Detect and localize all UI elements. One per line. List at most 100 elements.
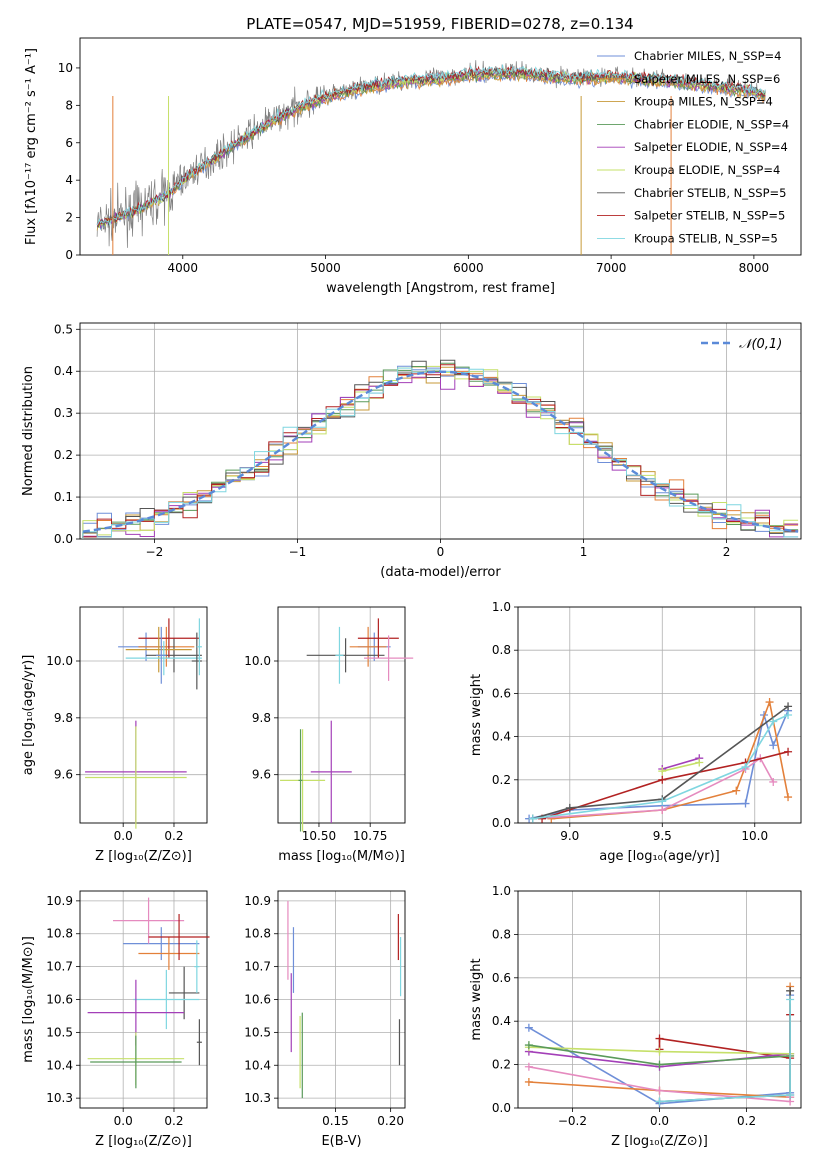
legend-entry: Kroupa MILES, N_SSP=4: [634, 95, 773, 109]
x-axis-label: wavelength [Angstrom, rest frame]: [326, 281, 555, 296]
x-axis-label: Z [log₁₀(Z/Z⊙)]: [611, 1134, 708, 1149]
y-tick-label: 0.1: [54, 490, 73, 504]
errorbar-point: [364, 635, 414, 681]
legend-entry: Chabrier STELIB, N_SSP=5: [634, 186, 786, 200]
chart-mass-vs-EBV: 0.15 0.20 10.3 10.4 10.5 10.6 10.7 10.8 10.9 E(B-…: [244, 890, 406, 1149]
y-tick-label: 10.9: [46, 894, 73, 908]
errorbar-point: [146, 638, 202, 673]
legend-entry: Salpeter STELIB, N_SSP=5: [634, 209, 785, 223]
series-marker: [658, 797, 667, 806]
x-tick-label: 5000: [310, 261, 341, 275]
errorbar-point: [133, 969, 200, 1030]
errorbar-point: [357, 618, 399, 659]
x-tick-label: 0: [437, 545, 445, 559]
series-marker: [655, 1034, 664, 1043]
y-tick-label: 9.6: [54, 768, 73, 782]
y-tick-label: 0.6: [492, 686, 511, 700]
y-tick-label: 10.6: [244, 993, 271, 1007]
y-tick-label: 0.6: [492, 971, 511, 985]
series-marker: [784, 793, 793, 802]
x-tick-label: 1: [580, 545, 588, 559]
x-tick-label: 0.0: [114, 1114, 133, 1128]
errorbar-point: [168, 966, 200, 1020]
series-marker: [786, 995, 795, 1004]
y-tick-label: 10.4: [244, 1058, 271, 1072]
x-tick-label: 2: [723, 545, 731, 559]
figure-title: PLATE=0547, MJD=51959, FIBERID=0278, z=0…: [246, 15, 633, 33]
y-tick-label: 0.2: [54, 448, 73, 462]
axes-frame: [517, 606, 802, 824]
y-tick-label: 0.0: [492, 816, 511, 830]
x-tick-label: −1: [289, 545, 307, 559]
series-marker: [658, 767, 667, 776]
x-tick-label: 9.5: [653, 829, 672, 843]
legend-entry: Chabrier MILES, N_SSP=4: [634, 49, 781, 63]
y-tick-label: 0.8: [492, 643, 511, 657]
gaussian-curve: [82, 370, 799, 533]
series-marker: [524, 1077, 533, 1086]
y-tick-label: 4: [65, 173, 73, 187]
x-tick-label: 10.75: [353, 829, 387, 843]
errorbar-point: [196, 618, 202, 676]
x-axis-label: (data-model)/error: [380, 565, 501, 580]
x-tick-label: −0.2: [558, 1114, 587, 1128]
series-marker: [786, 986, 795, 995]
y-tick-label: 0.0: [492, 1101, 511, 1115]
x-axis-label: Z [log₁₀(Z/Z⊙)]: [95, 1134, 192, 1149]
x-tick-label: 0.2: [737, 1114, 756, 1128]
y-tick-label: 0.4: [54, 364, 73, 378]
y-tick-label: 0.0: [54, 532, 73, 546]
errorbar-point: [138, 618, 200, 659]
series-marker: [784, 702, 793, 711]
x-axis-label: Z [log₁₀(Z/Z⊙)]: [95, 849, 192, 864]
y-axis-label: age [log₁₀(age/yr)]: [21, 655, 36, 776]
y-tick-label: 10.5: [244, 1025, 271, 1039]
errorbar-point: [138, 937, 200, 970]
legend-entry: Salpeter ELODIE, N_SSP=4: [634, 140, 788, 154]
series-marker: [741, 762, 750, 771]
series-marker: [655, 1086, 664, 1095]
y-tick-label: 0.2: [492, 1058, 511, 1072]
y-axis-label: Flux [fλ10⁻¹⁷ erg cm⁻² s⁻¹ A⁻¹]: [24, 48, 39, 245]
y-tick-label: 9.6: [252, 768, 271, 782]
errorbar-point: [138, 626, 195, 667]
y-tick-label: 0: [65, 248, 73, 262]
errorbar-point: [196, 1019, 202, 1066]
x-tick-label: 8000: [739, 261, 770, 275]
errorbar-point: [335, 626, 344, 684]
series-marker: [658, 775, 667, 784]
y-tick-label: 1.0: [492, 600, 511, 614]
errorbar-point: [349, 626, 387, 667]
x-tick-label: 0.20: [377, 1114, 404, 1128]
series-line: [532, 714, 789, 820]
errorbar-point: [310, 720, 352, 823]
y-tick-label: 10.3: [46, 1091, 73, 1105]
axes-frame: [79, 606, 208, 824]
errorbar-point: [194, 940, 200, 993]
y-tick-label: 9.8: [252, 711, 271, 725]
y-axis-label: Normed distribution: [21, 366, 36, 496]
x-tick-label: 0.2: [164, 1114, 183, 1128]
series-marker: [658, 806, 667, 815]
x-tick-label: −2: [146, 545, 164, 559]
legend-entry: Kroupa ELODIE, N_SSP=4: [634, 163, 780, 177]
series-marker: [732, 786, 741, 795]
chart-spectrum: 4000 5000 6000 7000 8000 0 2 4 6 8 10 wavelength [A…: [24, 37, 802, 296]
x-tick-label: 0.0: [114, 829, 133, 843]
errorbar-point: [90, 1035, 182, 1089]
y-tick-label: 9.8: [54, 711, 73, 725]
axes-frame: [79, 322, 802, 540]
y-tick-label: 0.8: [492, 927, 511, 941]
y-tick-label: 10.9: [244, 894, 271, 908]
y-tick-label: 0.2: [492, 773, 511, 787]
chart-weight-vs-age: 9.0 9.5 10.0 0.0 0.2 0.4 0.6 0.8 1.0 age [log₁₀(a…: [469, 600, 802, 864]
errorbar-point: [156, 626, 167, 684]
series-marker: [769, 777, 778, 786]
y-tick-label: 10.0: [244, 654, 271, 668]
y-tick-label: 10.8: [244, 927, 271, 941]
axes-frame: [79, 37, 802, 256]
x-tick-label: 0.15: [322, 1114, 349, 1128]
legend-entry: Kroupa STELIB, N_SSP=5: [634, 231, 778, 245]
x-axis-label: E(B-V): [321, 1134, 361, 1149]
series-marker: [655, 1060, 664, 1069]
